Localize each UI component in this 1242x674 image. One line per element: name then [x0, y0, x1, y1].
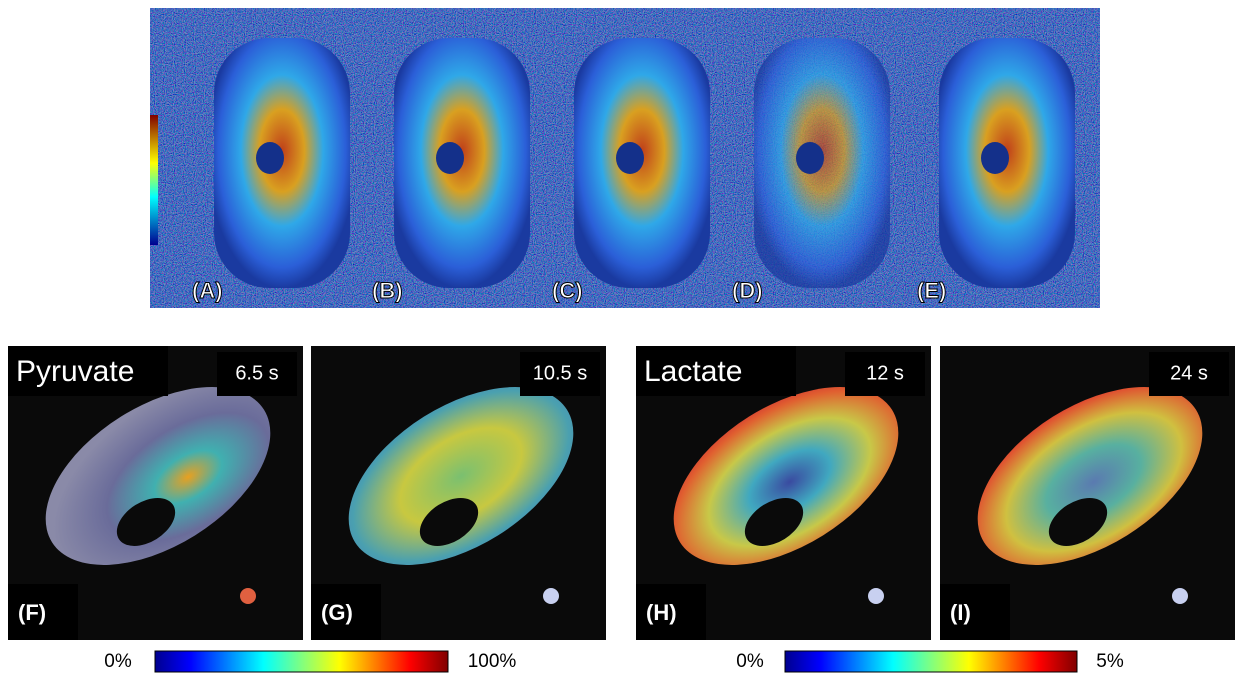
panel-label: (D): [732, 278, 763, 303]
panel-label: (E): [917, 278, 946, 303]
vessel-dot: [543, 588, 559, 604]
time-label: 24 s: [1170, 362, 1208, 384]
image-panel: (H) 12 s Lactate: [636, 346, 931, 640]
colorbar-min: 0%: [104, 651, 132, 672]
panel-label: (A): [192, 278, 223, 303]
image-panel: (I) 24 s: [940, 346, 1235, 640]
vessel-dot: [1172, 588, 1188, 604]
image-panel: (G) 10.5 s: [311, 346, 606, 640]
colorbar-max: 5%: [1096, 651, 1124, 672]
top-panel: (A) (B) (C) (D) (E): [150, 8, 1100, 308]
panel-label: (G): [321, 600, 353, 625]
panel-label: (C): [552, 278, 583, 303]
time-label: 10.5 s: [533, 362, 587, 384]
colorbar: [785, 651, 1077, 672]
figure: (A) (B) (C) (D) (E) (F) 6.5 s Pyruvate (G) 10.5 …: [0, 0, 1242, 674]
vessel-dot: [868, 588, 884, 604]
vessel: [436, 142, 464, 174]
panel-label: (F): [18, 600, 46, 625]
panel-title: Lactate: [644, 355, 742, 388]
colorbar-min: 0%: [736, 651, 764, 672]
vessel-dot: [240, 588, 256, 604]
image-panel: (F) 6.5 s Pyruvate: [8, 346, 303, 640]
panel-label: (B): [372, 278, 403, 303]
colorbar: [155, 651, 448, 672]
colorbar-left: 0% 100%: [104, 651, 516, 672]
panel-title: Pyruvate: [16, 355, 134, 388]
time-label: 12 s: [866, 362, 904, 384]
colorbar-max: 100%: [468, 651, 517, 672]
panel-label: (H): [646, 600, 677, 625]
vessel: [256, 142, 284, 174]
scale-strip: [150, 115, 158, 245]
vessel: [616, 142, 644, 174]
time-label: 6.5 s: [235, 362, 278, 384]
panel-label: (I): [950, 600, 971, 625]
vessel: [796, 142, 824, 174]
colorbar-right: 0% 5%: [736, 651, 1124, 672]
vessel: [981, 142, 1009, 174]
